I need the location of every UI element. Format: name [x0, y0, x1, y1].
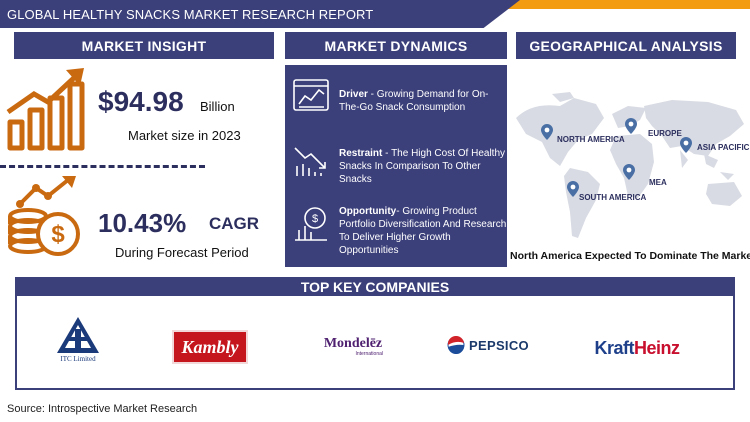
restraint-text: Restraint - The High Cost Of Healthy Sna…: [339, 148, 506, 185]
europe-pin-icon: [625, 118, 637, 134]
driver-text: Driver - Growing Demand for On-The-Go Sn…: [339, 89, 489, 113]
kraft-heinz-logo: Kraft Heinz: [582, 336, 692, 360]
mondelez-logo-text: Mondelēz: [323, 336, 383, 351]
declining-chart-icon: [294, 147, 326, 176]
region-north-america: NORTH AMERICA: [557, 135, 625, 144]
mea-pin-icon: [623, 164, 635, 180]
itc-logo-mark: [57, 317, 99, 353]
pepsico-logo-text: PEPSICO: [469, 337, 529, 353]
market-size-label: Market size in 2023: [128, 128, 241, 143]
kambly-logo-text: Kambly: [181, 336, 239, 357]
itc-logo: ITC Limited: [48, 312, 108, 366]
region-europe: EUROPE: [648, 129, 682, 138]
header-accent-bar: [480, 0, 750, 9]
companies-panel: [15, 296, 735, 390]
world-map: [516, 92, 744, 238]
south-america-pin-icon: [567, 181, 579, 197]
north-america-pin-icon: [541, 124, 553, 140]
opportunity-text: Opportunity- Growing Product Portfolio D…: [339, 206, 507, 256]
market-insight-header: MARKET INSIGHT: [14, 32, 274, 59]
pepsico-logo: PEPSICO: [440, 334, 536, 356]
cagr-value: 10.43%: [98, 208, 187, 238]
mondelez-logo-sub: International: [355, 351, 383, 357]
growth-coin-icon: $: [295, 207, 327, 241]
geographical-analysis-header: GEOGRAPHICAL ANALYSIS: [516, 32, 736, 59]
browser-chart-icon: [293, 79, 329, 111]
coins-growth-icon: $: [8, 176, 80, 256]
region-south-america: SOUTH AMERICA: [579, 193, 647, 202]
kraft-logo-text: Kraft: [594, 337, 634, 358]
top-key-companies-header: TOP KEY COMPANIES: [15, 277, 735, 296]
svg-text:$: $: [51, 221, 65, 248]
cagr-unit: CAGR: [209, 214, 260, 233]
itc-logo-caption: ITC Limited: [60, 355, 96, 363]
svg-text:$: $: [312, 213, 318, 225]
header-band: [0, 0, 520, 28]
geography-caption: North America Expected To Dominate The M…: [510, 250, 750, 262]
market-dynamics-header: MARKET DYNAMICS: [285, 32, 507, 59]
market-size-unit: Billion: [200, 99, 235, 114]
report-title: GLOBAL HEALTHY SNACKS MARKET RESEARCH RE…: [7, 7, 374, 22]
mondelez-logo: Mondelēz International: [313, 336, 393, 358]
cagr-label: During Forecast Period: [115, 245, 249, 260]
heinz-logo-text: Heinz: [634, 337, 680, 358]
kambly-logo: Kambly: [172, 330, 248, 364]
asia-pacific-pin-icon: [680, 137, 692, 153]
region-mea: MEA: [649, 178, 667, 187]
growth-bar-chart-icon: [6, 68, 85, 151]
region-asia-pacific: ASIA PACIFIC: [697, 143, 750, 152]
pepsi-globe-icon: [447, 336, 465, 354]
section-divider: [0, 165, 205, 168]
market-size-value: $94.98: [98, 86, 184, 117]
source-citation: Source: Introspective Market Research: [7, 403, 198, 415]
